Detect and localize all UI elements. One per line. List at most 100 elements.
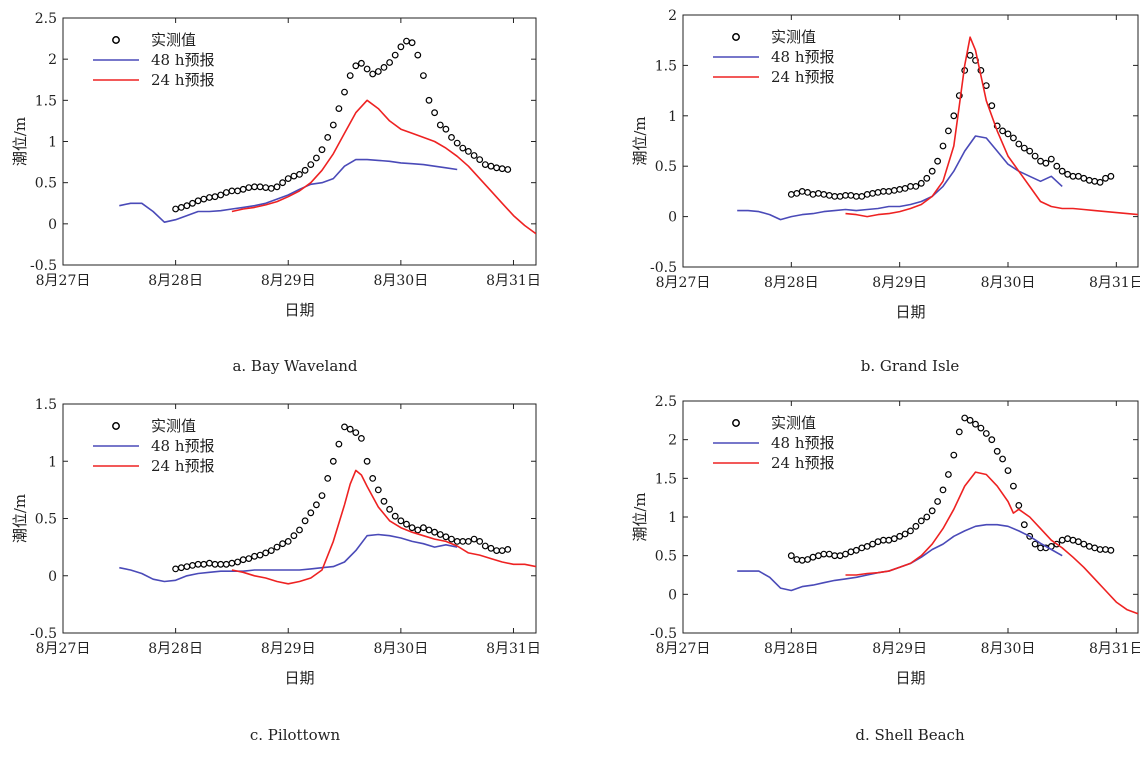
plot-area <box>737 414 1138 615</box>
x-tick-label: 8月28日 <box>764 641 819 657</box>
data-point <box>1058 167 1066 175</box>
data-point <box>988 436 996 444</box>
data-point <box>852 192 860 200</box>
data-point <box>798 556 806 564</box>
data-point <box>852 546 860 554</box>
data-point <box>267 547 275 554</box>
data-point <box>346 72 354 79</box>
data-point <box>1015 502 1023 509</box>
y-tick-label: 0 <box>48 217 57 233</box>
data-point <box>896 185 904 193</box>
plot-frame <box>682 14 1139 268</box>
x-tick-label: 8月28日 <box>148 273 203 289</box>
y-tick-label: 2 <box>668 8 677 24</box>
data-point <box>999 455 1006 463</box>
data-point <box>380 497 388 505</box>
data-point <box>183 563 191 570</box>
x-tick-label: 8月27日 <box>36 641 91 657</box>
x-tick-label: 8月29日 <box>872 641 927 657</box>
y-tick-label: 1 <box>48 454 57 470</box>
plot-area <box>119 423 536 585</box>
data-point <box>809 553 817 561</box>
data-point <box>928 167 936 175</box>
data-point <box>470 535 478 543</box>
y-tick-label: 1.5 <box>655 58 677 74</box>
data-point <box>1031 540 1039 548</box>
data-point <box>453 538 461 545</box>
data-point <box>256 183 264 191</box>
data-point <box>290 172 298 180</box>
data-point <box>217 191 225 199</box>
legend-label: 24 h预报 <box>151 457 215 475</box>
series-line-48h <box>737 135 1063 221</box>
data-point <box>950 451 958 459</box>
data-point <box>972 420 979 428</box>
plot-frame <box>62 17 537 266</box>
data-point <box>1031 152 1039 160</box>
data-point <box>869 189 876 197</box>
data-point <box>999 127 1006 135</box>
data-point <box>966 51 974 59</box>
data-point <box>239 185 247 193</box>
data-point <box>874 188 882 196</box>
data-point <box>234 558 242 566</box>
data-point <box>403 520 410 528</box>
y-tick-label: 1 <box>668 510 677 526</box>
panel-caption: a. Bay Waveland <box>232 357 357 375</box>
data-point <box>273 183 281 191</box>
data-point <box>934 157 941 165</box>
y-tick-label: 0 <box>48 569 57 585</box>
series-observed <box>172 423 512 573</box>
data-point <box>1058 536 1066 544</box>
data-point <box>939 142 947 150</box>
y-tick-label: 1.5 <box>655 471 677 487</box>
data-point <box>262 184 270 192</box>
data-point <box>200 560 208 568</box>
y-tick-label: 1 <box>668 109 677 125</box>
data-point <box>284 175 292 183</box>
data-point <box>313 154 320 162</box>
legend-marker-observed <box>732 33 740 41</box>
legend-label: 48 h预报 <box>771 434 835 452</box>
data-point <box>1053 162 1061 170</box>
data-point <box>917 179 925 187</box>
x-tick-label: 8月31日 <box>486 641 541 657</box>
data-point <box>228 559 236 567</box>
data-point <box>329 121 337 129</box>
data-point <box>493 547 501 554</box>
data-point <box>498 165 506 173</box>
data-point <box>793 556 801 563</box>
data-point <box>1080 174 1088 182</box>
y-tick-label: 1.5 <box>35 397 57 413</box>
data-point <box>172 565 180 573</box>
data-point <box>831 552 839 560</box>
data-point <box>901 184 909 192</box>
data-point <box>939 486 947 494</box>
data-point <box>1085 176 1093 184</box>
data-point <box>290 532 298 540</box>
panel-grand-isle: -0.5 0 0.5 1 1.5 2 8月27日 8月28日 8月29日 8月30日 8月31日日期… <box>631 8 1140 375</box>
data-point <box>442 533 450 541</box>
data-point <box>1091 177 1099 185</box>
series-line-48h <box>119 158 458 223</box>
x-tick-label: 8月29日 <box>872 275 927 291</box>
data-point <box>1026 147 1034 155</box>
data-point <box>847 191 855 199</box>
x-tick-label: 8月30日 <box>981 275 1036 291</box>
y-tick-label: 0.5 <box>35 512 57 528</box>
data-point <box>923 513 931 521</box>
plot-frame <box>62 403 537 634</box>
data-point <box>414 51 422 59</box>
data-point <box>172 205 180 213</box>
data-point <box>481 542 489 550</box>
data-point <box>831 192 839 200</box>
x-tick-label: 8月28日 <box>764 275 819 291</box>
data-point <box>885 536 893 544</box>
data-point <box>369 475 377 482</box>
data-point <box>205 559 213 567</box>
data-point <box>1069 536 1077 544</box>
data-point <box>825 191 833 199</box>
data-point <box>885 187 893 195</box>
series-line-48h <box>119 533 458 583</box>
x-tick-label: 8月31日 <box>1089 275 1140 291</box>
